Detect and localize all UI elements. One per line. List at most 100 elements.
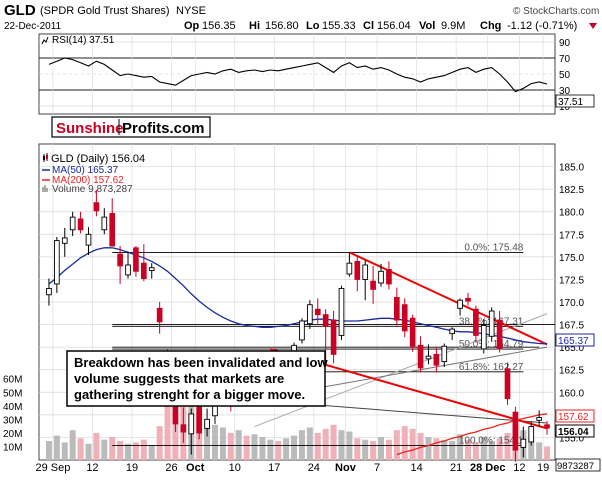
volume-bar xyxy=(441,439,448,460)
volume-bar xyxy=(101,439,108,460)
annotation-line-2: volume suggests that markets are xyxy=(74,371,284,386)
legend-ma50: MA(50) 165.37 xyxy=(52,165,119,176)
channel-top-line xyxy=(348,251,548,346)
candle-body xyxy=(212,405,218,417)
rsi-tick-label: 30 xyxy=(559,86,571,97)
chart-symbol: GLD xyxy=(4,2,36,19)
x-tick-label: 21 xyxy=(450,462,462,474)
ma200-tag: 157.62 xyxy=(558,412,589,423)
x-tick-label: 19 xyxy=(126,462,138,474)
price-tick-label: 155.0 xyxy=(559,433,584,444)
x-tick-label: 19 xyxy=(537,462,549,474)
high-label: Hi xyxy=(249,20,260,32)
rsi-tick-label: 10 xyxy=(559,102,571,113)
volume-bar xyxy=(496,438,503,460)
ma200-tag-box xyxy=(555,409,595,423)
candle-body xyxy=(370,280,376,290)
volume-bar xyxy=(211,424,218,460)
volume-bar xyxy=(164,403,171,460)
volume-bar xyxy=(140,439,147,460)
change-label: Chg xyxy=(480,20,501,32)
volume-bar xyxy=(401,426,408,460)
candle-body xyxy=(85,233,92,246)
candle-body xyxy=(512,411,519,451)
volume-bar xyxy=(362,439,369,460)
volume-bar xyxy=(528,438,535,460)
volume-bar xyxy=(449,441,456,460)
volume-bar xyxy=(433,438,440,460)
candle-body xyxy=(314,308,321,316)
price-tick-label: 167.5 xyxy=(559,321,584,332)
candle-body xyxy=(196,406,202,434)
volume-bar xyxy=(93,432,100,460)
volume-bar xyxy=(117,441,124,460)
rsi-tick-label: 70 xyxy=(559,54,571,65)
volume-tick-label: 50M xyxy=(3,388,22,399)
volume-tag: 9873287 xyxy=(557,461,594,472)
volume-bar xyxy=(464,439,471,460)
candle-body xyxy=(141,262,147,279)
candle-body xyxy=(109,213,116,247)
candle-body xyxy=(77,218,84,231)
volume-bar xyxy=(283,438,290,460)
volume-bar xyxy=(53,435,60,460)
triangle-lower-line xyxy=(294,402,548,424)
candle-body xyxy=(330,319,337,355)
x-tick-label: 10 xyxy=(229,462,241,474)
candle-body xyxy=(417,344,424,369)
logo-box xyxy=(51,116,211,138)
candle-body xyxy=(520,438,527,448)
ma50-line xyxy=(48,247,548,345)
x-tick-label: 29 Sep xyxy=(35,462,70,474)
volume-bar xyxy=(544,446,551,460)
candle-body xyxy=(378,270,384,284)
candle-body xyxy=(504,368,511,400)
candle-body xyxy=(488,310,495,337)
candle-body xyxy=(528,426,535,443)
close-label: Cl xyxy=(363,20,374,32)
volume-label: Vol xyxy=(419,20,435,32)
volume-bar xyxy=(45,441,52,460)
volume-bar xyxy=(480,436,487,460)
candle-body xyxy=(354,260,361,280)
candle-body xyxy=(299,320,305,341)
volume-bar xyxy=(204,419,211,460)
volume-bar xyxy=(267,439,274,460)
rsi-tick-label: 90 xyxy=(559,38,571,49)
volume-bar xyxy=(378,436,385,460)
close-tag-box xyxy=(555,424,595,438)
candle-body xyxy=(117,253,123,267)
candle-body xyxy=(449,328,455,335)
candle-body xyxy=(496,319,503,350)
annotation: Breakdown has been invalidated and low v… xyxy=(66,350,328,407)
ma200-line xyxy=(396,413,548,456)
price-tick-label: 180.0 xyxy=(559,208,584,219)
candle-body xyxy=(362,264,369,280)
candle-body xyxy=(394,297,400,321)
volume-bar xyxy=(504,432,511,460)
candle-body xyxy=(346,262,353,275)
volume-bar xyxy=(61,442,68,460)
x-tick-label: 14 xyxy=(410,462,422,474)
x-tick-label: 28 Dec xyxy=(470,462,505,474)
price-tick-label: 170.0 xyxy=(559,298,584,309)
volume-bar xyxy=(219,427,226,460)
volume-bar xyxy=(132,442,139,460)
candle-body xyxy=(322,314,329,327)
change-down-arrow-icon xyxy=(589,23,597,29)
price-tick-label: 160.0 xyxy=(559,388,584,399)
chart-exchange: NYSE xyxy=(176,5,206,17)
volume-bar xyxy=(148,445,155,460)
volume-bar xyxy=(85,443,92,460)
high-value: 156.80 xyxy=(265,20,299,32)
volume-bar xyxy=(306,427,313,460)
price-tick-label: 175.0 xyxy=(559,253,584,264)
volume-bar xyxy=(536,442,543,460)
volume-bar xyxy=(156,426,163,460)
volume-bar xyxy=(417,432,424,460)
price-tick-label: 177.5 xyxy=(559,230,584,241)
chart-date: 22-Dec-2011 xyxy=(4,21,62,32)
volume-bar xyxy=(370,441,377,460)
price-tick-label: 185.0 xyxy=(559,163,584,174)
